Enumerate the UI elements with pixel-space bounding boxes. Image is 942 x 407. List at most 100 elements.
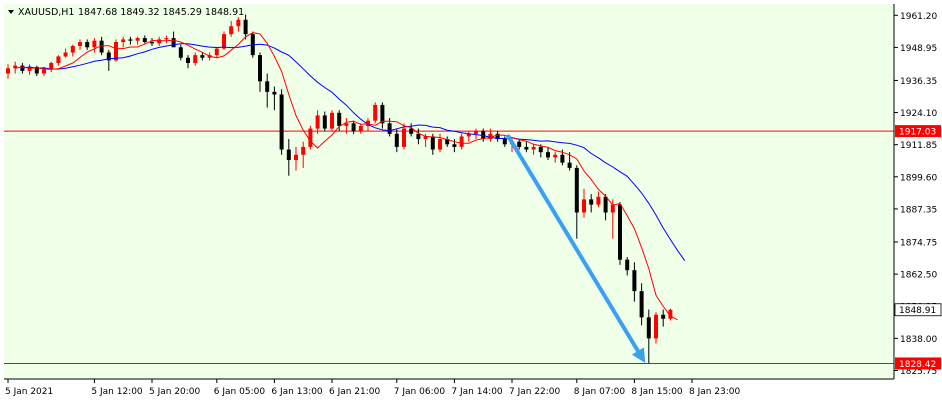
candle-body bbox=[315, 115, 320, 129]
candle bbox=[445, 136, 450, 147]
candle bbox=[27, 64, 32, 75]
candle-body bbox=[258, 55, 262, 82]
level-price-tag-bg bbox=[895, 357, 941, 370]
candle bbox=[546, 146, 550, 161]
chart-header: XAUUSD,H1 1847.68 1849.32 1845.29 1848.9… bbox=[8, 7, 244, 18]
candle bbox=[193, 52, 198, 66]
plot-area[interactable] bbox=[4, 4, 894, 379]
candle bbox=[351, 120, 356, 134]
candle bbox=[56, 55, 61, 66]
y-tick-label: 1911.85 bbox=[900, 141, 937, 151]
candle-body bbox=[34, 66, 39, 74]
candle bbox=[322, 111, 327, 132]
candle-body bbox=[639, 291, 644, 318]
x-tick-label: 6 Jan 13:00 bbox=[271, 387, 323, 397]
candle-body bbox=[78, 42, 82, 46]
candle-body bbox=[596, 196, 601, 205]
candle bbox=[344, 118, 349, 134]
candle-body bbox=[459, 136, 464, 147]
candle-body bbox=[49, 63, 54, 70]
candle bbox=[171, 31, 176, 48]
candle bbox=[42, 66, 46, 77]
candle-body bbox=[524, 146, 529, 150]
ma-fast-line bbox=[15, 32, 678, 321]
y-tick-label: 1899.60 bbox=[900, 173, 937, 183]
candle bbox=[603, 194, 608, 221]
trend-arrow[interactable] bbox=[506, 134, 646, 364]
y-tick-label: 1838.00 bbox=[900, 335, 937, 345]
candle-body bbox=[344, 123, 349, 126]
candle-body bbox=[301, 146, 306, 155]
candle-body bbox=[142, 38, 147, 43]
candle bbox=[337, 110, 342, 132]
candle-body bbox=[438, 139, 442, 150]
candle-body bbox=[214, 48, 219, 56]
candle-body bbox=[409, 128, 414, 134]
candle bbox=[6, 64, 10, 79]
candle-body bbox=[466, 133, 471, 137]
current-price-tag: 1848.91 bbox=[899, 306, 936, 316]
candle bbox=[438, 133, 442, 153]
candle bbox=[106, 49, 111, 71]
candle bbox=[279, 89, 284, 155]
candle bbox=[416, 128, 421, 145]
candle-body bbox=[6, 68, 10, 74]
candle-body bbox=[279, 94, 284, 150]
chevron-down-icon[interactable] bbox=[8, 10, 14, 14]
candle bbox=[243, 14, 248, 40]
candle-body bbox=[560, 154, 565, 163]
x-tick-label: 7 Jan 14:00 bbox=[451, 387, 503, 397]
candle bbox=[373, 102, 378, 124]
level-price-tag: 1828.42 bbox=[899, 360, 936, 370]
candle bbox=[654, 312, 658, 344]
x-tick-label: 8 Jan 15:00 bbox=[631, 387, 683, 397]
candle-body bbox=[618, 204, 622, 260]
candle-body bbox=[308, 128, 313, 147]
candle-body bbox=[632, 270, 637, 292]
candle bbox=[524, 141, 529, 153]
candle-body bbox=[531, 146, 536, 150]
candle-body bbox=[589, 199, 594, 205]
candle-body bbox=[128, 39, 133, 41]
candle bbox=[214, 47, 219, 58]
candle-body bbox=[574, 167, 579, 213]
candle-body bbox=[474, 131, 478, 134]
candle-body bbox=[495, 133, 500, 140]
x-tick-label: 6 Jan 21:00 bbox=[329, 387, 381, 397]
candle bbox=[618, 201, 622, 265]
arrow-head-icon[interactable] bbox=[631, 347, 646, 364]
candle-body bbox=[416, 133, 421, 140]
symbol-label: XAUUSD,H1 bbox=[18, 7, 74, 18]
candle-body bbox=[380, 104, 385, 124]
x-tick-label: 8 Jan 07:00 bbox=[574, 387, 626, 397]
y-tick-label: 1874.75 bbox=[900, 238, 937, 248]
candle bbox=[495, 131, 500, 142]
arrow-shaft[interactable] bbox=[506, 134, 640, 354]
horizontal-lines bbox=[4, 130, 894, 364]
candle bbox=[582, 188, 586, 218]
candle-body bbox=[70, 45, 75, 53]
y-tick-label: 1948.95 bbox=[900, 44, 937, 54]
candle-body bbox=[121, 39, 126, 43]
candle-body bbox=[394, 133, 399, 147]
candle-body bbox=[178, 47, 183, 58]
candle-body bbox=[200, 55, 205, 58]
candle bbox=[150, 38, 154, 46]
candle-body bbox=[229, 26, 234, 35]
candle-body bbox=[20, 65, 25, 71]
candle bbox=[625, 257, 630, 276]
y-tick-label: 1887.35 bbox=[900, 205, 937, 215]
candle bbox=[474, 128, 478, 140]
candle-body bbox=[85, 42, 90, 48]
candle-body bbox=[114, 42, 118, 61]
level-price-tag-bg bbox=[895, 125, 941, 138]
candle bbox=[20, 63, 25, 74]
candle-body bbox=[430, 136, 435, 150]
candle bbox=[135, 36, 140, 45]
candle-body bbox=[567, 162, 572, 168]
candle bbox=[517, 139, 522, 150]
x-tick-label: 5 Jan 12:00 bbox=[91, 387, 143, 397]
candle-body bbox=[42, 69, 46, 74]
candle bbox=[639, 283, 644, 326]
